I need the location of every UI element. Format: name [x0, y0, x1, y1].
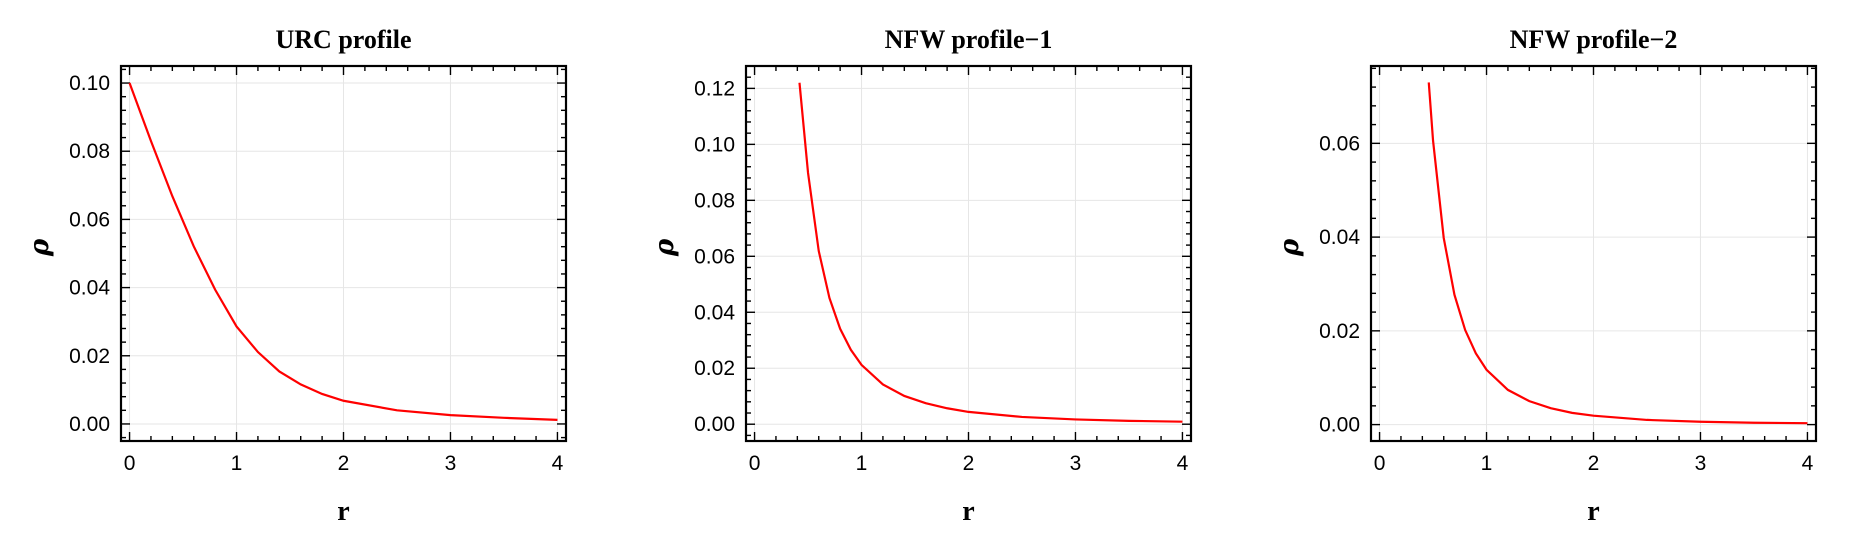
y-tick-label: 0.02 [694, 357, 735, 380]
x-axis-label: r [962, 496, 974, 527]
x-tick-label: 4 [552, 452, 564, 475]
y-tick-label: 0.08 [69, 140, 110, 163]
density-curve [128, 82, 558, 421]
x-axis-label: r [1587, 496, 1599, 527]
x-axis-label: r [337, 496, 349, 527]
y-tick-label: 0.02 [1319, 320, 1360, 343]
y-tick-label: 0.02 [69, 345, 110, 368]
x-tick-label: 3 [1070, 452, 1082, 475]
urc-profile-panel: 0 1 2 3 4 0.00 0.02 0.04 0.06 0.08 0.10 URC profile… [25, 25, 568, 527]
y-tick-label: 0.04 [694, 301, 735, 324]
x-tick-label: 1 [856, 452, 868, 475]
x-tick-label: 1 [1481, 452, 1493, 475]
y-axis-label: ρ [1275, 238, 1305, 257]
y-tick-label: 0.06 [694, 245, 735, 268]
plot-frame [744, 64, 1193, 443]
y-axis-label: ρ [650, 238, 680, 257]
y-tick-label: 0.00 [69, 413, 110, 436]
chart-title: NFW profile−2 [1510, 25, 1678, 54]
x-tick-label: 2 [963, 452, 975, 475]
x-tick-label: 4 [1802, 452, 1814, 475]
chart-title: URC profile [275, 25, 411, 54]
plot-frame [1369, 64, 1818, 443]
x-tick-label: 0 [124, 452, 136, 475]
plot-frame [119, 64, 568, 443]
y-tick-label: 0.00 [694, 413, 735, 436]
density-curve [1427, 82, 1808, 425]
y-tick-label: 0.06 [1319, 132, 1360, 155]
y-tick-label: 0.00 [1319, 414, 1360, 437]
nfw-profile-1-panel: 0 1 2 3 4 0.00 0.02 0.04 0.06 0.08 0.10 0.12 NFW pro… [650, 25, 1193, 527]
y-axis-label: ρ [25, 238, 55, 257]
x-tick-label: 2 [338, 452, 350, 475]
y-tick-label: 0.10 [69, 72, 110, 95]
x-tick-label: 1 [231, 452, 243, 475]
x-tick-label: 3 [1695, 452, 1707, 475]
x-tick-label: 0 [1374, 452, 1386, 475]
x-tick-label: 3 [445, 452, 457, 475]
y-tick-label: 0.10 [694, 133, 735, 156]
y-tick-label: 0.06 [69, 208, 110, 231]
density-curve [798, 82, 1183, 423]
x-tick-label: 2 [1588, 452, 1600, 475]
y-tick-label: 0.12 [694, 77, 735, 100]
x-tick-label: 4 [1177, 452, 1189, 475]
y-tick-label: 0.04 [69, 277, 110, 300]
nfw-profile-2-panel: 0 1 2 3 4 0.00 0.02 0.04 0.06 NFW profile−2 r ρ [1275, 25, 1818, 527]
y-tick-label: 0.08 [694, 189, 735, 212]
y-tick-label: 0.04 [1319, 226, 1360, 249]
x-tick-label: 0 [749, 452, 761, 475]
chart-title: NFW profile−1 [885, 25, 1053, 54]
